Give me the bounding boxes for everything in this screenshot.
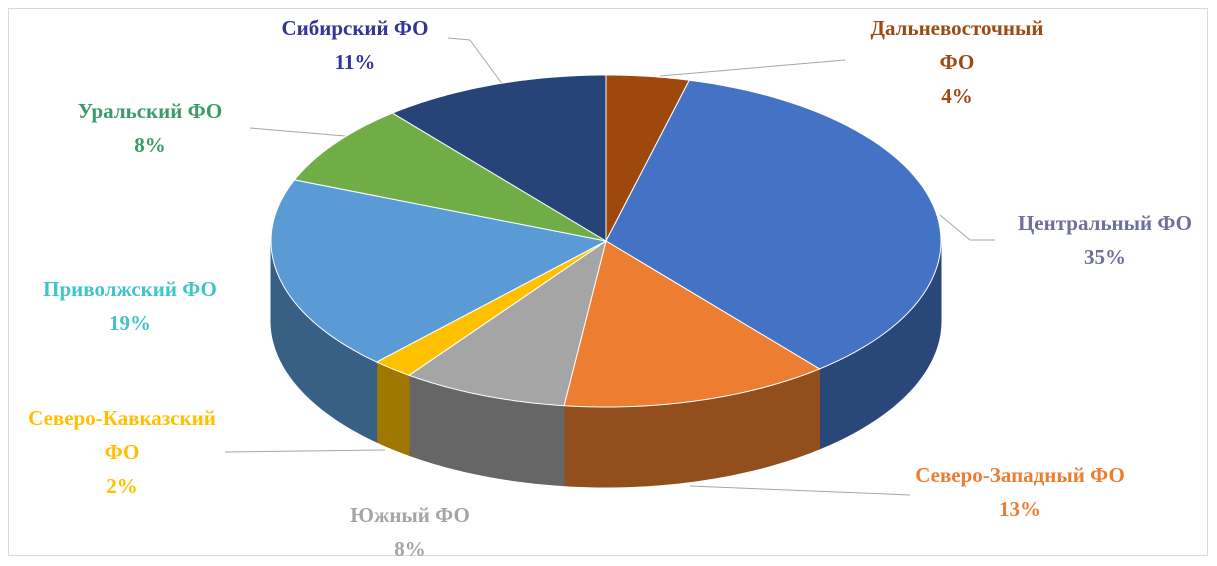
data-label: Приволжский ФО 19%	[10, 272, 250, 340]
category-label: Южный ФО	[350, 503, 470, 527]
category-label: Северо-Западный ФО	[915, 463, 1125, 487]
data-label: Сибирский ФО 11%	[235, 11, 475, 79]
pie-tops	[270, 74, 942, 408]
pie-side	[376, 361, 410, 457]
leader-line	[469, 39, 504, 86]
leader-line	[249, 127, 346, 137]
leader-line	[659, 59, 846, 77]
pie-slice	[293, 112, 607, 242]
pie-slice	[407, 239, 607, 407]
leader-line	[939, 214, 971, 241]
data-label: Северо-Западный ФО 13%	[900, 458, 1140, 526]
value-label: 8%	[134, 133, 166, 157]
value-label: 11%	[334, 50, 376, 74]
pie-slice	[563, 240, 821, 408]
value-label: 19%	[109, 311, 151, 335]
value-label: 13%	[999, 497, 1041, 521]
data-label: Дальневосточный ФО 4%	[862, 11, 1052, 113]
value-label: 35%	[1084, 245, 1126, 269]
leader-lines	[224, 37, 995, 496]
category-label: Центральный ФО	[1017, 211, 1193, 235]
value-label: 2%	[106, 474, 138, 498]
data-label: Центральный ФО 35%	[985, 206, 1217, 274]
value-label: 8%	[394, 537, 426, 561]
data-label: Уральский ФО 8%	[30, 94, 270, 162]
pie-slice	[375, 240, 607, 376]
leader-line	[689, 485, 911, 496]
data-label: Северо-Кавказский ФО 2%	[12, 401, 232, 503]
pie-slice	[270, 179, 608, 363]
value-label: 4%	[941, 84, 973, 108]
category-label: Приволжский ФО	[43, 277, 217, 301]
category-label: Дальневосточный ФО	[870, 16, 1044, 74]
leader-line	[224, 449, 386, 453]
pie-slice	[391, 74, 607, 242]
chart-frame	[8, 8, 1208, 556]
category-label: Сибирский ФО	[281, 16, 429, 40]
pie-slice	[605, 79, 942, 370]
pie-slice	[605, 74, 691, 242]
leader-line	[447, 37, 471, 41]
data-label: Южный ФО 8%	[290, 498, 530, 566]
category-label: Северо-Кавказский ФО	[28, 406, 216, 464]
category-label: Уральский ФО	[77, 99, 223, 123]
